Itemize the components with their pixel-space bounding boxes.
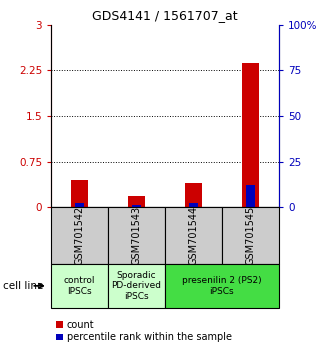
Bar: [165, 207, 222, 264]
Legend: count, percentile rank within the sample: count, percentile rank within the sample: [56, 320, 232, 342]
Bar: [51, 264, 108, 308]
Bar: [222, 207, 279, 264]
Bar: [128, 196, 145, 207]
Bar: [185, 183, 202, 207]
Bar: [108, 264, 165, 308]
Bar: [132, 205, 141, 207]
Text: Sporadic
PD-derived
iPSCs: Sporadic PD-derived iPSCs: [112, 271, 162, 301]
Text: GSM701542: GSM701542: [75, 206, 84, 265]
Text: cell line: cell line: [3, 281, 44, 291]
Bar: [71, 180, 88, 207]
Text: presenilin 2 (PS2)
iPSCs: presenilin 2 (PS2) iPSCs: [182, 276, 262, 296]
Text: control
IPSCs: control IPSCs: [64, 276, 95, 296]
Text: GSM701543: GSM701543: [132, 206, 142, 265]
Title: GDS4141 / 1561707_at: GDS4141 / 1561707_at: [92, 9, 238, 22]
Text: GSM701545: GSM701545: [246, 206, 255, 265]
Text: GSM701544: GSM701544: [188, 206, 198, 265]
Bar: [189, 204, 198, 207]
Bar: [51, 207, 108, 264]
Bar: [246, 185, 255, 207]
Bar: [165, 264, 279, 308]
Bar: [75, 204, 84, 207]
Bar: [108, 207, 165, 264]
Bar: [242, 63, 259, 207]
